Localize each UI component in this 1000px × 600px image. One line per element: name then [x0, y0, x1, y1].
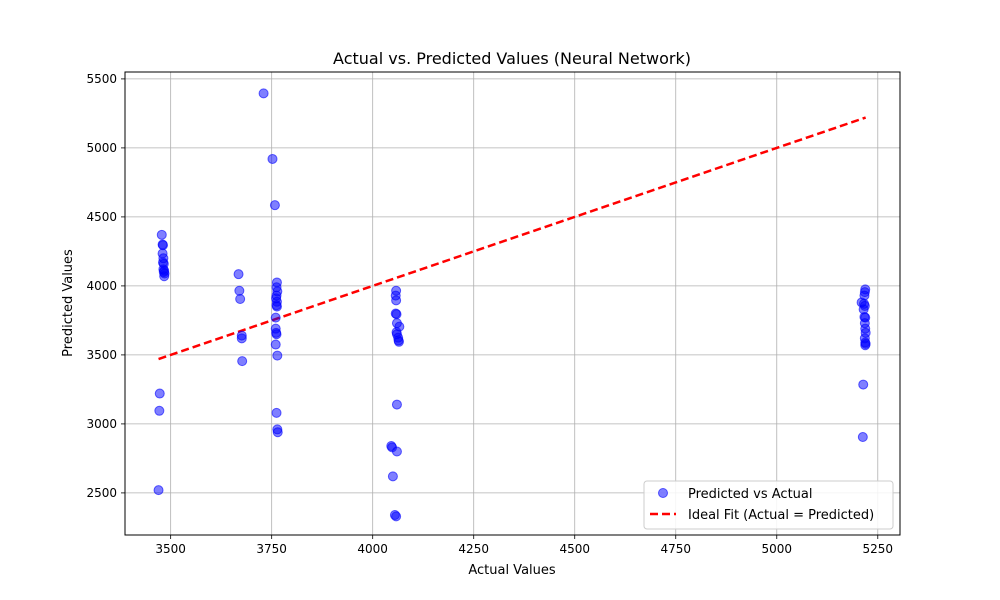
y-tick-label: 4500	[86, 210, 117, 224]
legend: Predicted vs Actual Ideal Fit (Actual = …	[643, 480, 894, 530]
x-tick-label: 4750	[660, 542, 691, 556]
y-tick-label: 3000	[86, 417, 117, 431]
y-axis-label: Predicted Values	[61, 249, 76, 357]
scatter-point	[157, 240, 168, 251]
x-tick-label: 5000	[761, 542, 792, 556]
scatter-point	[235, 294, 246, 305]
x-axis-ticks: 3500 3750 4000 4250 4500 4750 5000 5250	[155, 535, 893, 556]
scatter-point	[860, 340, 871, 351]
scatter-point	[258, 88, 269, 99]
scatter-point	[271, 301, 282, 312]
legend-box	[643, 480, 894, 530]
scatter-point	[391, 399, 402, 410]
scatter-point	[391, 511, 402, 522]
scatter-point	[159, 271, 170, 282]
predicted-vs-actual-series	[153, 88, 871, 522]
x-axis-label: Actual Values	[468, 563, 556, 578]
y-tick-label: 4000	[86, 279, 117, 293]
x-tick-label: 4500	[559, 542, 590, 556]
scatter-point	[237, 356, 248, 367]
scatter-point	[391, 295, 402, 306]
scatter-point	[271, 407, 282, 418]
x-tick-label: 3500	[155, 542, 186, 556]
legend-marker-scatter	[658, 488, 668, 498]
scatter-point	[154, 405, 165, 416]
scatter-point	[234, 285, 245, 296]
y-tick-label: 5000	[86, 141, 117, 155]
scatter-point	[391, 309, 402, 320]
x-tick-label: 4250	[458, 542, 489, 556]
scatter-point	[233, 269, 244, 280]
scatter-point	[236, 333, 247, 344]
scatter-point	[267, 153, 278, 164]
y-tick-label: 3500	[86, 348, 117, 362]
scatter-point	[393, 336, 404, 347]
scatter-point	[153, 485, 164, 496]
scatter-point	[154, 388, 165, 399]
scatter-point	[269, 200, 280, 211]
legend-label-line: Ideal Fit (Actual = Predicted)	[688, 508, 874, 523]
y-axis-ticks: 2500 3000 3500 4000 4500 5000 5500	[86, 72, 125, 500]
ideal-fit-line	[158, 116, 867, 361]
scatter-point	[272, 427, 283, 438]
scatter-point	[387, 471, 398, 482]
scatter-point	[156, 229, 167, 240]
chart-title: Actual vs. Predicted Values (Neural Netw…	[333, 49, 691, 68]
y-tick-label: 5500	[86, 72, 117, 86]
scatter-point	[272, 350, 283, 361]
x-tick-label: 3750	[256, 542, 287, 556]
grid	[125, 72, 900, 535]
y-tick-label: 2500	[86, 486, 117, 500]
scatter-point	[270, 312, 281, 323]
x-tick-label: 5250	[863, 542, 894, 556]
legend-label-scatter: Predicted vs Actual	[688, 487, 812, 502]
ideal-fit-series	[158, 116, 867, 361]
scatter-point	[857, 432, 868, 443]
plot-frame	[124, 71, 901, 536]
scatter-point	[270, 339, 281, 350]
scatter-point	[391, 446, 402, 457]
scatter-point	[271, 329, 282, 340]
x-tick-label: 4000	[357, 542, 388, 556]
scatter-point	[858, 379, 869, 390]
